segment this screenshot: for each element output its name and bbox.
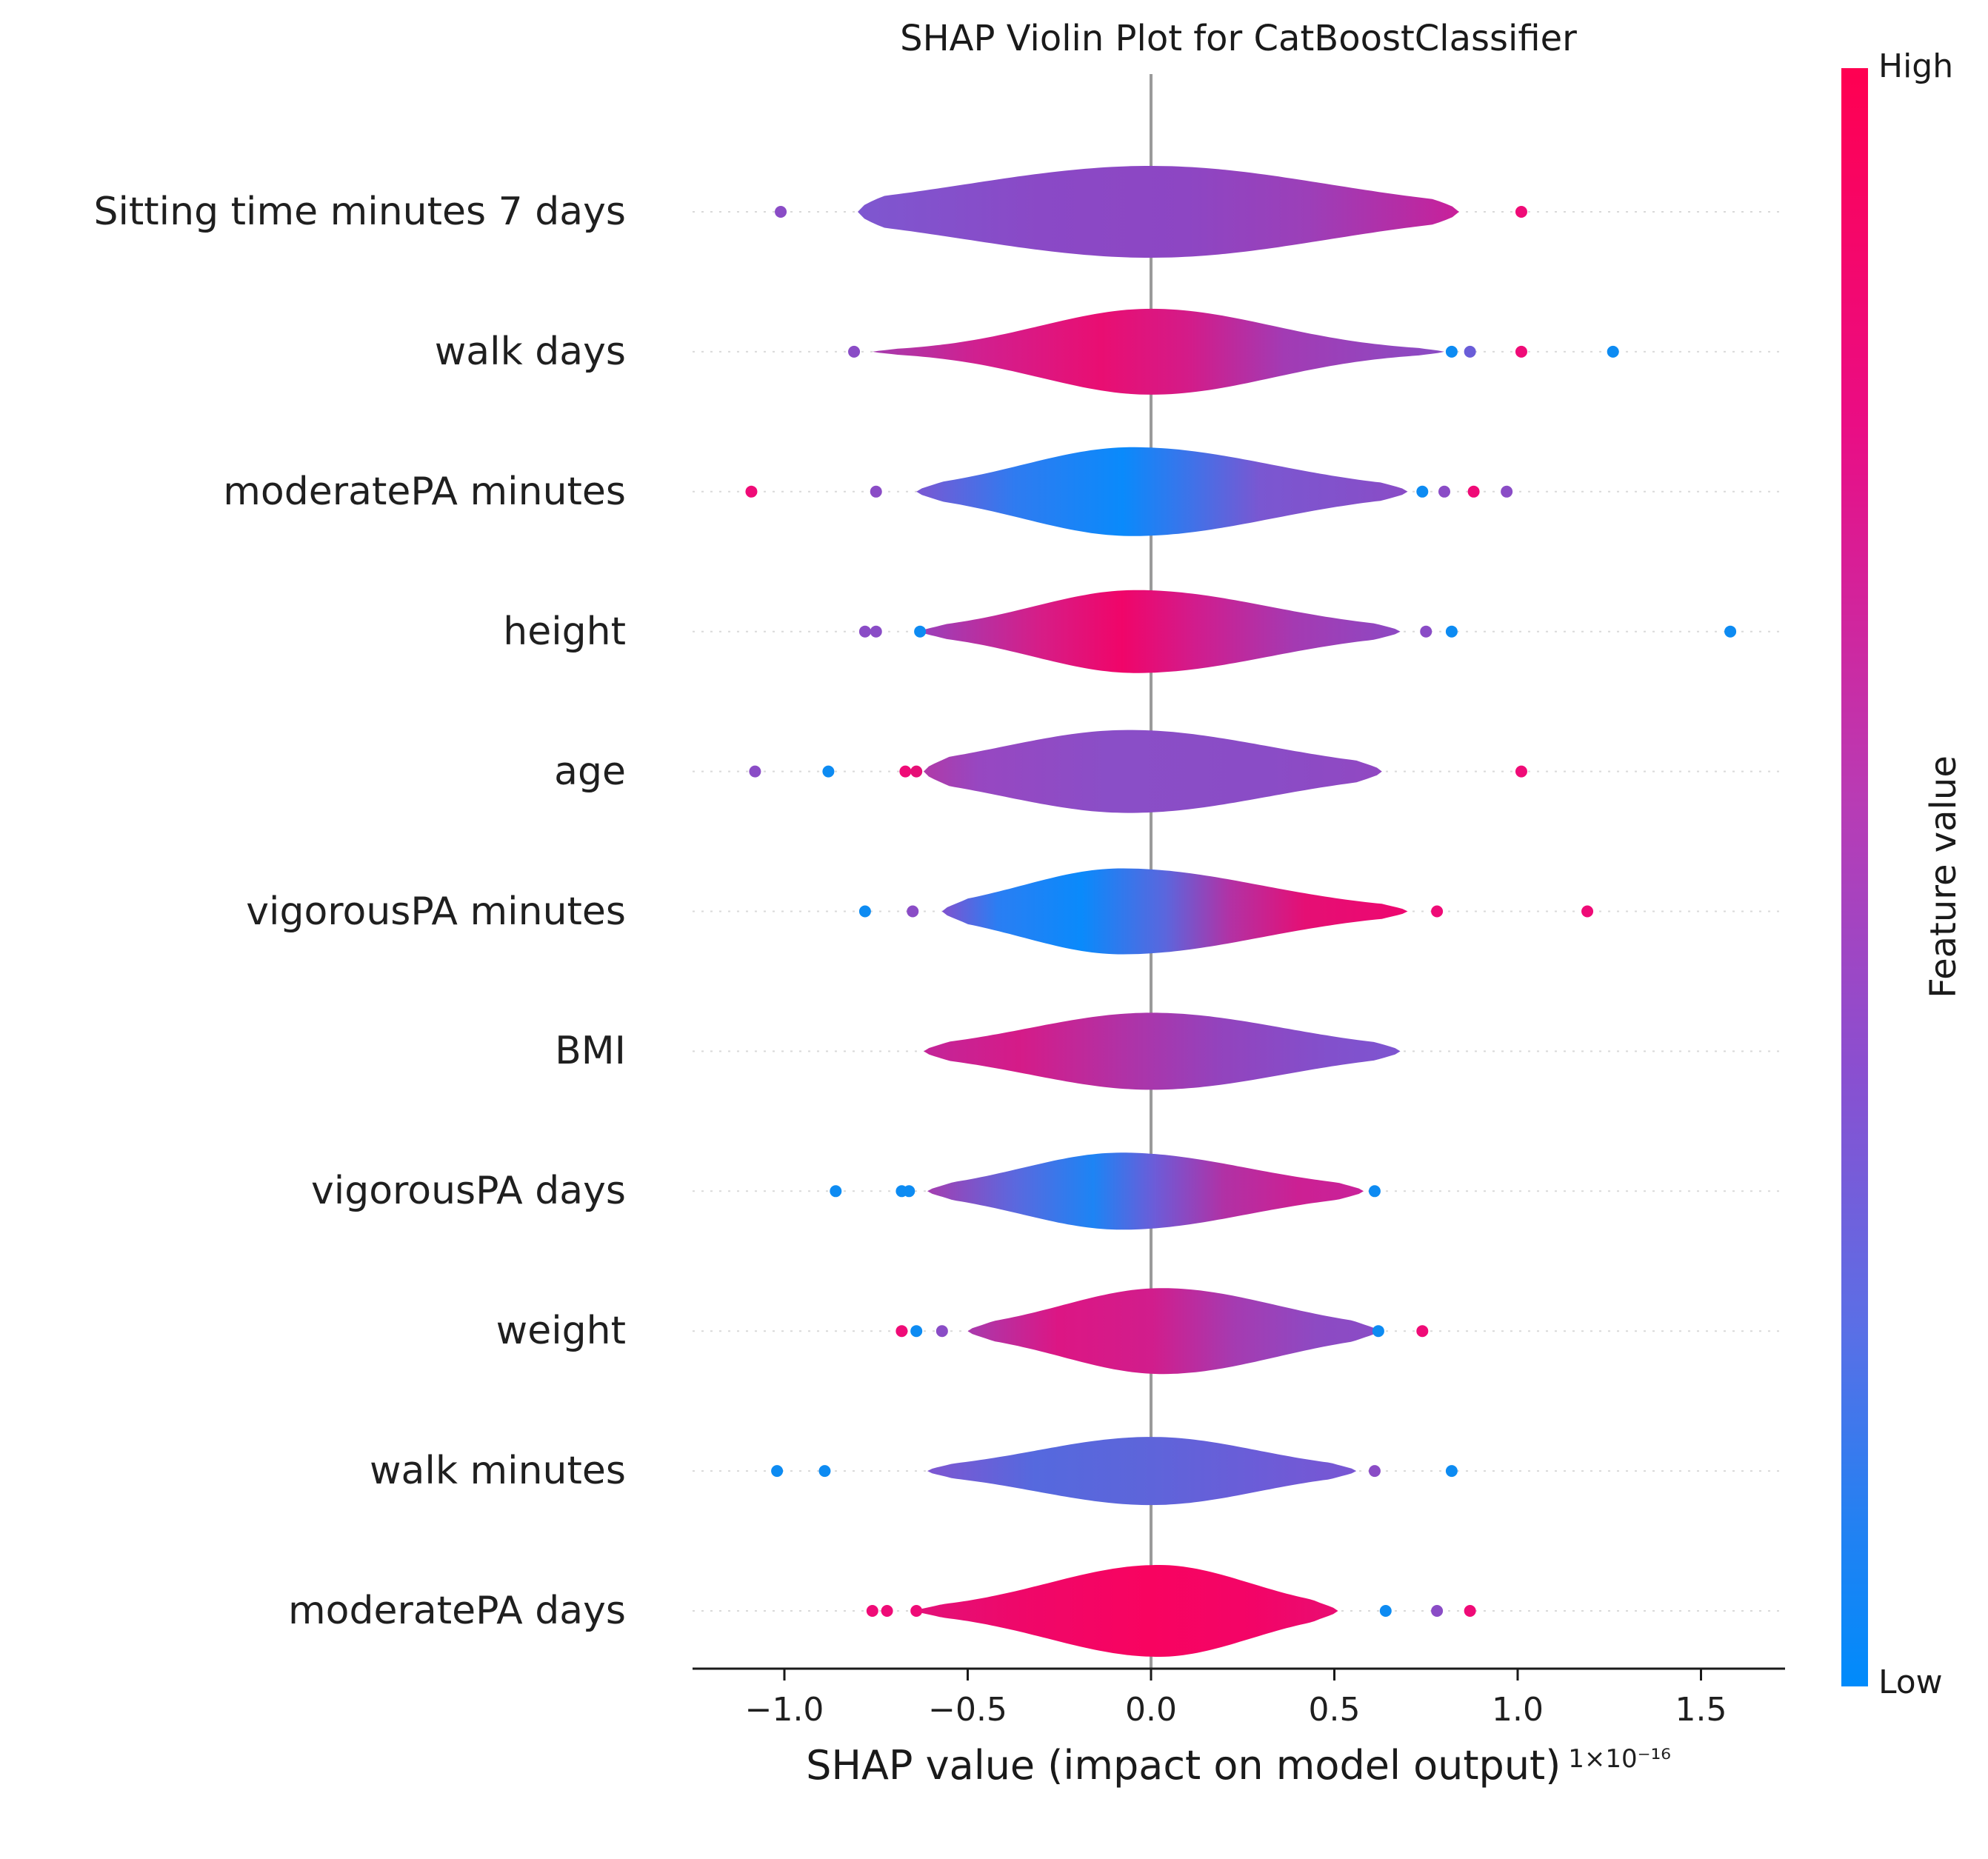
outlier-dot: [1420, 625, 1432, 638]
x-tick-label: −0.5: [928, 1691, 1007, 1729]
y-axis-feature-label: weight: [496, 1309, 626, 1354]
outlier-dot: [1416, 1325, 1429, 1338]
violin-moderatepa-minutes: [916, 447, 1408, 536]
outlier-dot: [899, 765, 912, 778]
violin-vigorouspa-days: [927, 1152, 1364, 1230]
outlier-dot: [1379, 1605, 1392, 1617]
violin-sitting-time-minutes-7-days: [858, 166, 1459, 258]
outlier-dot: [1431, 905, 1444, 918]
colorbar-low-label: Low: [1878, 1663, 1943, 1701]
outlier-dot: [830, 1185, 842, 1198]
outlier-dot: [1607, 345, 1619, 358]
violin-bmi: [924, 1012, 1401, 1090]
y-axis-feature-label: BMI: [555, 1029, 626, 1074]
outlier-dot: [858, 905, 871, 918]
outlier-dot: [1445, 345, 1458, 358]
violin-moderatepa-days: [916, 1565, 1338, 1657]
x-tick-label: −1.0: [744, 1691, 824, 1729]
colorbar: [1841, 68, 1868, 1686]
outlier-dot: [903, 1185, 915, 1198]
outlier-dot: [1515, 765, 1527, 778]
y-axis-feature-label: vigorousPA days: [310, 1169, 626, 1214]
outlier-dot: [1464, 345, 1476, 358]
outlier-dot: [1464, 1605, 1476, 1617]
violin-age: [924, 730, 1382, 813]
outlier-dot: [775, 206, 787, 218]
outlier-dot: [895, 1325, 908, 1338]
y-axis-feature-label: Sitting time minutes 7 days: [93, 190, 626, 234]
violin-walk-minutes: [927, 1437, 1357, 1506]
outlier-dot: [1515, 206, 1527, 218]
outlier-dot: [881, 1605, 893, 1617]
outlier-dot: [1515, 345, 1527, 358]
outlier-dot: [822, 765, 835, 778]
y-axis-feature-label: age: [554, 749, 626, 794]
outlier-dot: [848, 345, 861, 358]
colorbar-axis-label: Feature value: [1923, 755, 1964, 998]
outlier-dot: [1501, 485, 1513, 498]
x-tick-label: 0.0: [1125, 1691, 1177, 1729]
outlier-dot: [935, 1325, 948, 1338]
violin-vigorouspa-minutes: [941, 868, 1408, 955]
y-axis-feature-label: vigorousPA minutes: [246, 889, 626, 934]
y-axis-feature-label: height: [503, 609, 626, 654]
outlier-dot: [1445, 625, 1458, 638]
outlier-dot: [771, 1465, 784, 1478]
outlier-dot: [1368, 1465, 1381, 1478]
outlier-dot: [870, 625, 882, 638]
x-tick-label: 1.5: [1675, 1691, 1727, 1729]
outlier-dot: [745, 485, 758, 498]
outlier-dot: [907, 905, 919, 918]
outlier-dot: [870, 485, 882, 498]
outlier-dot: [749, 765, 761, 778]
y-axis-feature-label: moderatePA minutes: [223, 469, 626, 514]
y-axis-feature-label: walk days: [434, 329, 626, 374]
outlier-dot: [866, 1605, 878, 1617]
y-axis-feature-label: moderatePA days: [288, 1589, 626, 1633]
violin-weight: [967, 1288, 1378, 1375]
violin-height: [920, 590, 1401, 673]
x-tick-label: 1.0: [1492, 1691, 1544, 1729]
outlier-dot: [1438, 485, 1450, 498]
outlier-dot: [910, 1605, 923, 1617]
outlier-dot: [1581, 905, 1594, 918]
outlier-dot: [1368, 1185, 1381, 1198]
y-axis-feature-label: walk minutes: [370, 1449, 626, 1494]
colorbar-high-label: High: [1878, 47, 1954, 85]
outlier-dot: [1724, 625, 1737, 638]
axis-scale-note: 1×10⁻¹⁶: [1568, 1744, 1671, 1774]
x-axis-label-group: SHAP value (impact on model output) 1×10⁻…: [690, 1742, 1787, 1789]
outlier-dot: [1431, 1605, 1444, 1617]
x-axis-label: SHAP value (impact on model output): [806, 1742, 1561, 1789]
outlier-dot: [1445, 1465, 1458, 1478]
outlier-dot: [910, 765, 923, 778]
violin-walk-days: [872, 308, 1444, 395]
outlier-dot: [914, 625, 927, 638]
outlier-dot: [910, 1325, 923, 1338]
x-tick-label: 0.5: [1308, 1691, 1361, 1729]
outlier-dot: [1372, 1325, 1384, 1338]
outlier-dot: [1467, 485, 1480, 498]
outlier-dot: [818, 1465, 831, 1478]
outlier-dot: [1416, 485, 1429, 498]
outlier-dot: [858, 625, 871, 638]
chart-title: SHAP Violin Plot for CatBoostClassifier: [900, 18, 1577, 59]
